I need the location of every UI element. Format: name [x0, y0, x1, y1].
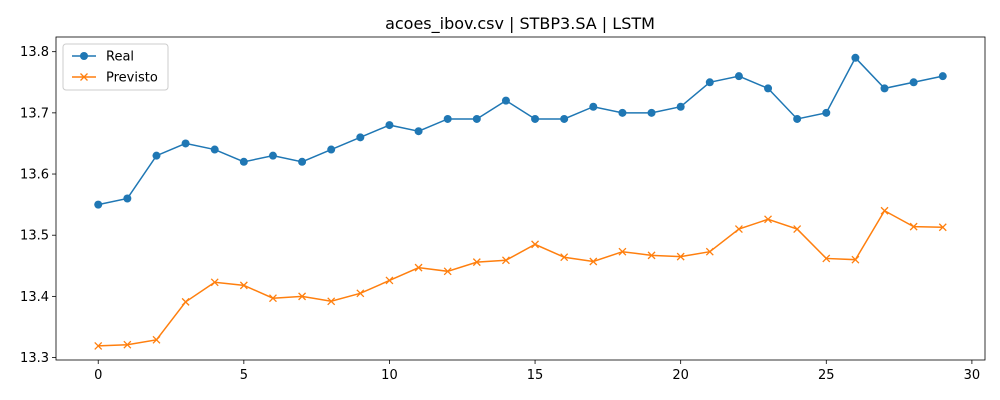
data-point-real	[938, 72, 947, 81]
data-point-previsto	[94, 341, 103, 350]
y-tick-label: 13.6	[20, 168, 49, 183]
data-point-previsto	[851, 255, 860, 264]
data-point-previsto	[909, 222, 918, 231]
data-point-previsto	[210, 278, 219, 287]
data-point-real	[268, 151, 277, 160]
x-tick-label: 5	[240, 368, 248, 383]
data-point-previsto	[618, 247, 627, 256]
chart-title: acoes_ibov.csv | STBP3.SA | LSTM	[385, 14, 655, 34]
legend-marker-previsto	[80, 73, 88, 81]
data-point-real	[152, 151, 161, 160]
data-point-real	[356, 133, 365, 142]
data-point-real	[647, 108, 656, 117]
data-point-previsto	[938, 223, 947, 232]
legend: Real Previsto	[62, 43, 169, 91]
data-point-previsto	[414, 263, 423, 272]
data-point-real	[880, 84, 889, 93]
series-line-real	[98, 56, 943, 206]
data-point-real	[385, 121, 394, 130]
x-tick-label: 30	[964, 368, 981, 383]
y-tick-label: 13.5	[20, 229, 49, 244]
legend-label-real: Real	[106, 50, 134, 65]
data-point-real	[123, 194, 132, 203]
legend-label-previsto: Previsto	[106, 71, 158, 86]
data-point-real	[822, 108, 831, 117]
data-point-previsto	[385, 276, 394, 285]
data-point-previsto	[298, 292, 307, 301]
data-point-previsto	[705, 247, 714, 256]
axes-frame	[55, 36, 986, 361]
data-point-previsto	[647, 251, 656, 260]
data-point-previsto	[472, 258, 481, 267]
data-point-previsto	[152, 335, 161, 344]
data-point-previsto	[589, 257, 598, 266]
data-point-real	[705, 78, 714, 87]
data-point-real	[560, 114, 569, 123]
data-point-real	[472, 114, 481, 123]
data-point-previsto	[764, 215, 772, 224]
data-point-real	[501, 96, 510, 105]
data-point-real	[327, 145, 336, 154]
data-point-real	[734, 72, 743, 81]
data-point-previsto	[269, 294, 277, 303]
data-point-real	[531, 114, 540, 123]
data-point-real	[793, 114, 802, 123]
x-tick-label: 15	[527, 368, 544, 383]
data-point-real	[764, 84, 773, 93]
x-tick-label: 0	[94, 368, 102, 383]
data-point-real	[210, 145, 219, 154]
data-point-real	[239, 157, 248, 166]
data-point-previsto	[327, 297, 336, 306]
y-tick-label: 13.7	[20, 106, 49, 121]
data-point-previsto	[560, 253, 569, 262]
data-point-previsto	[793, 225, 802, 234]
data-point-real	[414, 127, 423, 136]
data-point-previsto	[356, 289, 365, 298]
data-point-previsto	[734, 225, 743, 234]
data-point-real	[618, 108, 627, 117]
plot-area	[94, 53, 947, 350]
data-point-previsto	[443, 267, 452, 276]
data-point-previsto	[181, 297, 190, 306]
y-tick-label: 13.3	[20, 351, 49, 366]
legend-marker-real	[80, 52, 88, 60]
data-point-previsto	[123, 340, 132, 349]
y-tick-label: 13.8	[20, 45, 49, 60]
data-point-previsto	[822, 254, 831, 263]
data-point-real	[298, 157, 307, 166]
data-point-previsto	[239, 281, 248, 290]
data-point-previsto	[880, 206, 889, 215]
data-point-real	[181, 139, 190, 148]
x-tick-label: 20	[672, 368, 689, 383]
data-point-real	[94, 200, 103, 209]
axes: 0 5 10 15 20 25 30 13.3 13.4 13.5 13.6 13.7 13.8	[20, 36, 986, 383]
data-point-real	[589, 102, 598, 111]
data-point-previsto	[531, 240, 540, 249]
y-tick-label: 13.4	[20, 290, 49, 305]
data-point-previsto	[501, 256, 510, 265]
x-tick-label: 25	[818, 368, 835, 383]
x-tick-label: 10	[381, 368, 398, 383]
data-point-real	[443, 114, 452, 123]
data-point-real	[909, 78, 918, 87]
legend-x-glyph	[80, 73, 88, 81]
data-point-real	[851, 53, 860, 62]
data-point-real	[676, 102, 685, 111]
data-point-previsto	[676, 252, 685, 261]
series-line-previsto	[98, 209, 943, 347]
